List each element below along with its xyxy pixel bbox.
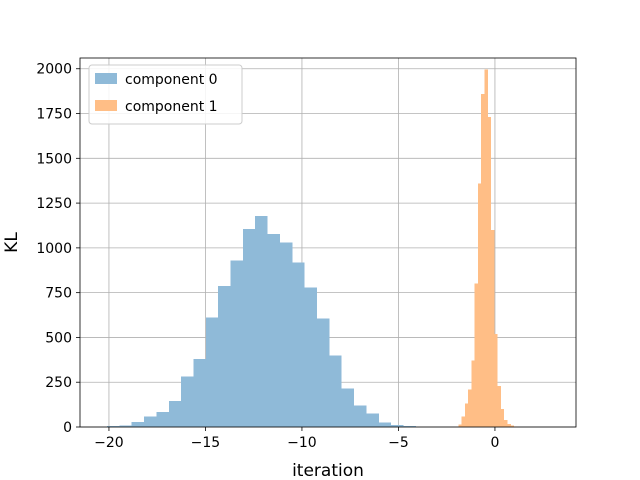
bar-series-0 xyxy=(131,421,145,427)
y-axis-label: KL xyxy=(2,232,22,253)
bar-series-0 xyxy=(242,229,256,427)
bar-series-0 xyxy=(354,405,367,427)
bar-series-0 xyxy=(391,425,404,427)
bar-series-0 xyxy=(366,413,379,427)
bar-series-0 xyxy=(292,262,305,427)
axis-ticks: −20 −15 −10 −5 0 0 250 500 750 1000 1250 1500 1750 20… xyxy=(36,62,499,451)
bar-series-1 xyxy=(494,333,498,427)
bar-series-0 xyxy=(181,376,194,427)
bar-series-1 xyxy=(487,117,492,428)
histogram-bars xyxy=(107,69,518,428)
y-tick-label: 2000 xyxy=(36,62,72,78)
bar-series-0 xyxy=(316,318,330,427)
bar-series-1 xyxy=(461,416,465,427)
y-tick-label: 750 xyxy=(45,286,72,302)
bar-series-0 xyxy=(205,317,219,427)
y-tick-label: 0 xyxy=(63,420,72,436)
x-tick-label: −15 xyxy=(191,435,221,451)
legend-swatch xyxy=(95,100,117,111)
bar-series-0 xyxy=(193,358,206,427)
bar-series-1 xyxy=(458,424,462,427)
bar-series-1 xyxy=(481,93,485,427)
bar-series-1 xyxy=(471,360,475,427)
legend-swatch xyxy=(95,73,117,84)
bar-series-0 xyxy=(144,416,157,427)
bar-series-0 xyxy=(230,260,243,427)
bar-series-0 xyxy=(267,233,280,427)
legend-entry-label: component 1 xyxy=(125,99,218,115)
plot-frame xyxy=(79,57,577,428)
bar-series-1 xyxy=(491,229,495,427)
bar-series-0 xyxy=(156,412,169,427)
bar-series-1 xyxy=(474,283,478,427)
x-tick-label: 0 xyxy=(490,435,499,451)
x-tick-label: −10 xyxy=(287,435,317,451)
bar-series-1 xyxy=(504,419,508,427)
bar-series-1 xyxy=(507,423,511,427)
bar-series-0 xyxy=(168,401,182,427)
bar-series-1 xyxy=(484,69,488,428)
bar-series-1 xyxy=(500,409,505,427)
y-tick-label: 1750 xyxy=(36,107,72,123)
y-tick-label: 1250 xyxy=(36,196,72,212)
legend-box xyxy=(88,64,243,125)
bar-series-1 xyxy=(497,385,501,427)
bar-series-0 xyxy=(218,285,231,427)
bar-series-0 xyxy=(119,425,132,427)
bar-series-1 xyxy=(464,403,469,427)
bar-series-0 xyxy=(341,388,355,427)
y-tick-label: 1500 xyxy=(36,151,72,167)
bar-series-0 xyxy=(279,242,293,427)
bar-series-0 xyxy=(378,422,392,427)
bar-series-1 xyxy=(510,425,515,427)
x-axis-label: iteration xyxy=(292,461,364,480)
y-tick-label: 250 xyxy=(45,375,72,391)
legend-entry-label: component 0 xyxy=(125,72,218,88)
y-tick-label: 1000 xyxy=(36,241,72,257)
x-tick-label: −20 xyxy=(94,435,124,451)
bar-series-1 xyxy=(468,389,472,427)
bar-series-0 xyxy=(304,287,317,427)
legend: component 0 component 1 xyxy=(88,64,243,125)
bar-series-0 xyxy=(329,355,342,427)
bar-series-0 xyxy=(255,215,268,427)
x-tick-label: −5 xyxy=(388,435,409,451)
y-tick-label: 500 xyxy=(45,330,72,346)
bar-series-1 xyxy=(477,183,482,427)
bar-series-0 xyxy=(107,426,120,427)
bar-series-0 xyxy=(403,426,416,427)
